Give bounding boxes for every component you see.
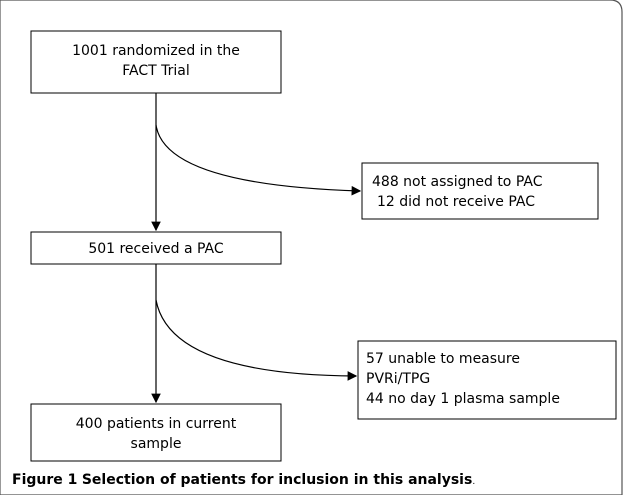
node-label: PVRi/TPG [366,371,430,387]
node-label: 12 did not receive PAC [377,194,535,210]
node-label: 488 not assigned to PAC [372,174,543,190]
node-label: sample [131,436,182,452]
node-box [357,340,617,420]
node-label: 1001 randomized in the [72,43,240,59]
node-box [30,403,282,462]
node-box [30,30,282,94]
node-label: 501 received a PAC [88,241,224,257]
arrows [151,93,362,404]
node-box [361,162,599,220]
node-label: 57 unable to measure [366,351,520,367]
caption: Figure 1 Selection of patients for inclu… [12,472,475,488]
node-label: FACT Trial [122,63,189,79]
node-label: 400 patients in current [76,416,237,432]
node-label: 44 no day 1 plasma sample [366,391,560,407]
